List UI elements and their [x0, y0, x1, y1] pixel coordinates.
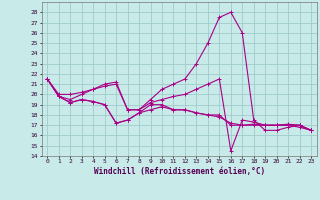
X-axis label: Windchill (Refroidissement éolien,°C): Windchill (Refroidissement éolien,°C) — [94, 167, 265, 176]
